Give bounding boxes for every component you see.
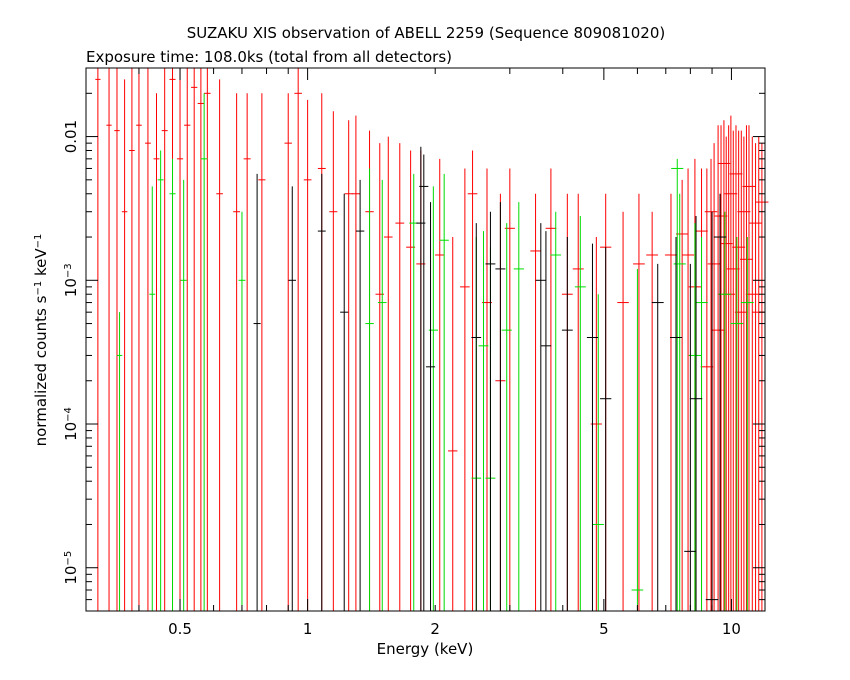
series-2 [253, 146, 727, 611]
y-tick-exp: −4 [63, 407, 74, 422]
data-series [95, 68, 769, 611]
x-tick-label: 5 [599, 620, 609, 638]
x-tick-label: 0.5 [168, 620, 192, 638]
plot-frame [85, 67, 766, 612]
y-tick-base: 10 [62, 278, 80, 297]
chart-title: SUZAKU XIS observation of ABELL 2259 (Se… [187, 24, 665, 42]
y-axis-label-exp: −1 [33, 281, 44, 296]
y-tick-label: 10−3 [62, 263, 80, 297]
axis-ticks [85, 67, 765, 611]
y-tick-base: 10 [62, 422, 80, 441]
x-tick-label: 1 [303, 620, 313, 638]
series-1 [116, 93, 754, 611]
y-tick-label: 10−5 [62, 551, 80, 585]
chart-subtitle: Exposure time: 108.0ks (total from all d… [86, 48, 452, 66]
y-tick-label: 0.01 [62, 120, 80, 153]
x-tick-label: 2 [430, 620, 440, 638]
y-tick-base: 10 [62, 566, 80, 585]
y-axis-label-part: keV [32, 248, 50, 281]
series-0 [95, 68, 769, 611]
y-tick-label: 10−4 [62, 407, 80, 441]
y-axis-label-exp: −1 [33, 234, 44, 249]
y-tick-exp: −5 [63, 551, 74, 566]
x-axis-label: Energy (keV) [377, 640, 474, 658]
x-tick-labels: 0.5 1 2 5 10 [168, 620, 741, 638]
y-axis-label: normalized counts s−1 keV−1 [32, 234, 50, 447]
x-tick-label: 10 [722, 620, 741, 638]
y-tick-exp: −3 [63, 263, 74, 278]
y-axis-label-part: normalized counts s [32, 295, 50, 446]
